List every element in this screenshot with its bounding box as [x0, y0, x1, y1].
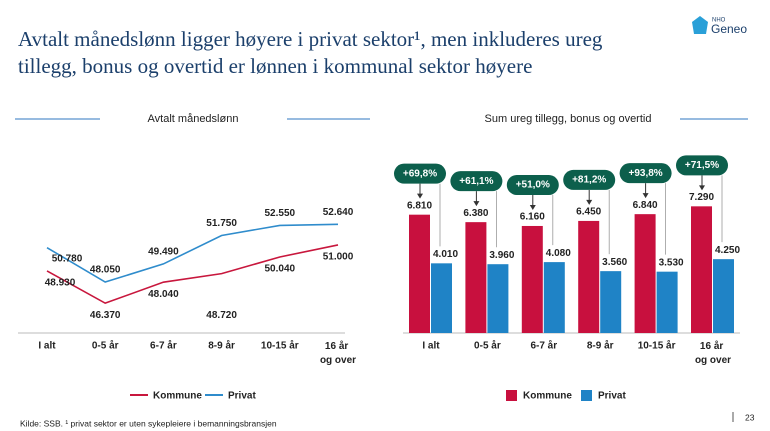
bar: [656, 271, 678, 333]
logo-icon: [692, 16, 708, 34]
arrow-head: [417, 193, 423, 199]
x-tick-label: 10-15 år: [261, 340, 299, 352]
x-tick-label: 0-5 år: [92, 340, 119, 352]
value-label: 7.290: [689, 192, 714, 203]
value-label: 52.550: [265, 208, 296, 219]
value-label: 3.960: [489, 250, 514, 261]
x-tick-label: 16 år og over: [695, 340, 731, 366]
footer: Kilde: SSB. ¹ privat sektor er uten syke…: [20, 418, 277, 428]
annotation-bubble: [619, 163, 672, 184]
legend-label: Privat: [598, 391, 626, 402]
annotation: +81,2%: [572, 175, 606, 186]
bar: [487, 264, 509, 333]
value-label: 50.040: [265, 264, 296, 275]
arrow-head: [586, 199, 593, 205]
annotation: +71,5%: [685, 160, 719, 171]
value-label: 6.380: [463, 208, 488, 219]
annotation-bubble: [563, 169, 616, 190]
value-label: 3.530: [659, 257, 684, 268]
annotation-bubble: [506, 174, 559, 195]
annotation: +69,8%: [403, 168, 437, 179]
slide-title: Avtalt månedslønn ligger høyere i privat…: [18, 27, 603, 78]
logo-name: Geneo: [711, 22, 747, 36]
x-tick-label: 8-9 år: [587, 340, 614, 352]
value-label: 6.840: [633, 200, 658, 211]
value-label: 6.810: [407, 200, 432, 211]
value-label: 48.720: [206, 310, 237, 321]
annotation: +61,1%: [459, 176, 493, 187]
value-label: 52.640: [323, 207, 354, 218]
x-tick-label: I alt: [38, 341, 56, 352]
value-label: 49.490: [148, 247, 179, 258]
value-label: 48.930: [45, 278, 76, 289]
bar: [578, 220, 600, 333]
annotation-bubble: [676, 155, 728, 176]
bar: [431, 263, 452, 333]
logo: NHO Geneo: [692, 16, 747, 36]
value-label: 48.040: [148, 289, 179, 300]
legend-label: Kommune: [523, 391, 572, 402]
x-tick-label: 0-5 år: [474, 340, 501, 352]
legend-swatch: [581, 390, 592, 401]
chart-title: Avtalt månedslønn: [148, 113, 239, 125]
value-label: 50.780: [52, 253, 83, 264]
bar: [713, 259, 734, 333]
arrow-head: [699, 185, 705, 191]
legend-label: Kommune: [153, 391, 202, 402]
value-label: 4.010: [433, 249, 458, 260]
annotation: +51,0%: [516, 180, 550, 191]
value-label: 6.160: [520, 212, 545, 223]
value-label: 4.080: [546, 248, 571, 259]
annotation-bubble: [394, 163, 446, 184]
x-tick-label: I alt: [422, 341, 440, 352]
bar: [409, 214, 430, 333]
bar: [600, 271, 622, 333]
x-tick-label: 10-15 år: [638, 340, 676, 352]
logo-top: NHO: [712, 18, 726, 24]
value-label: 6.450: [576, 207, 601, 218]
bar: [465, 222, 487, 333]
bar: [521, 225, 543, 333]
page-number: 23: [745, 412, 755, 422]
arrow-head: [642, 193, 649, 199]
bar: [543, 262, 565, 333]
bar: [634, 214, 656, 333]
x-tick-label: 6-7 år: [150, 340, 177, 352]
legend-swatch: [506, 390, 517, 401]
arrow-head: [473, 201, 480, 207]
line: [46, 244, 339, 305]
annotation-bubble: [450, 171, 503, 192]
value-label: 48.050: [90, 265, 121, 276]
legend-label: Privat: [228, 391, 256, 402]
x-tick-label: 16 år og over: [320, 340, 356, 366]
bar: [691, 206, 712, 333]
value-label: 51.750: [206, 218, 237, 229]
x-tick-label: 6-7 år: [530, 340, 557, 352]
value-label: 3.560: [602, 257, 627, 268]
value-label: 46.370: [90, 310, 121, 321]
annotation: +93,8%: [628, 168, 662, 179]
arrow-head: [529, 204, 536, 210]
x-tick-label: 8-9 år: [208, 340, 235, 352]
value-label: 4.250: [715, 245, 740, 256]
chart-title: Sum ureg tillegg, bonus og overtid: [485, 113, 652, 125]
line: [46, 223, 339, 283]
value-label: 51.000: [323, 252, 354, 263]
